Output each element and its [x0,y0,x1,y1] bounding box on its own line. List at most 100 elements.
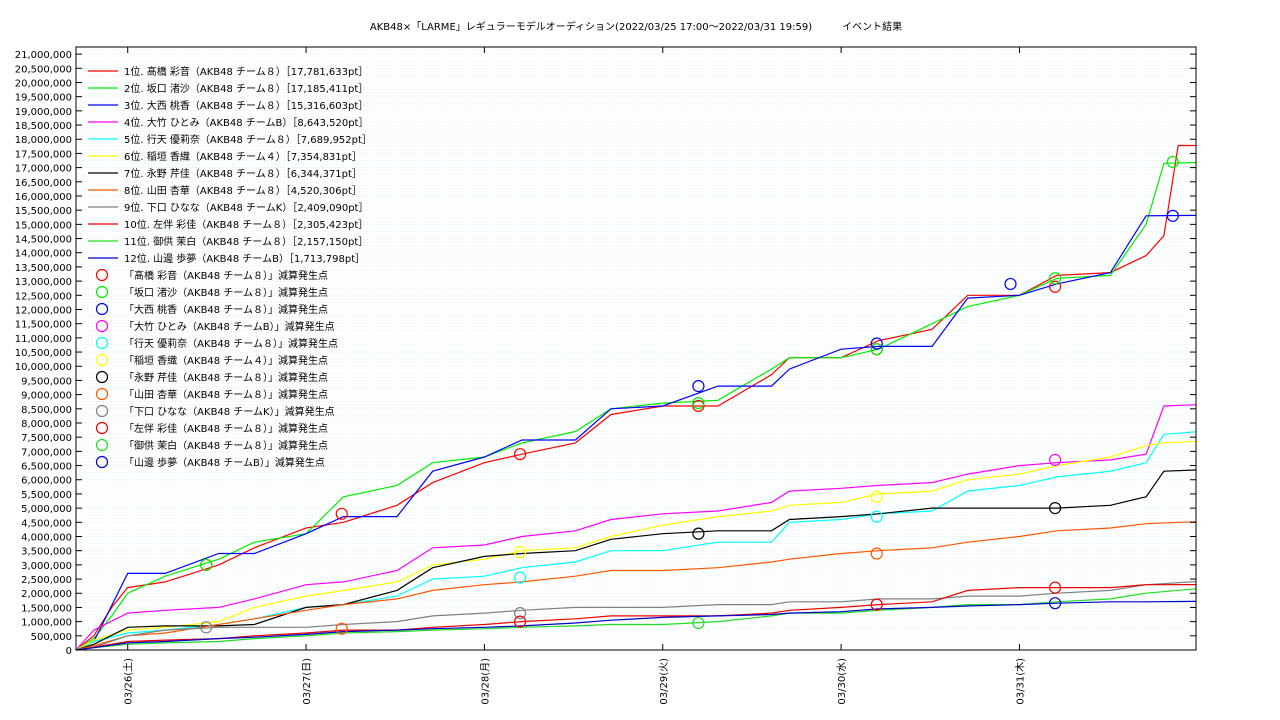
subtraction-marker [692,379,705,393]
legend-label: 3位. 大西 桃香（AKB48 チーム８）［15,316,603pt］ [124,99,368,112]
legend-marker-swatch [95,302,109,316]
y-tick-label: 17,500,000 [15,149,72,160]
y-tick-label: 14,500,000 [15,235,72,246]
subtraction-marker [1049,502,1062,515]
legend-marker-swatch [95,370,109,384]
subtraction-marker [692,616,705,630]
legend-label: 「左伴 彩佳（AKB48 チーム８）」減算発生点 [124,422,328,435]
subtraction-marker [513,615,527,628]
x-axis: 03/26(土) 03/27(日) 03/28(月) 03/29(火) 03/30(水)… [122,47,1026,705]
legend-marker-swatch [95,455,109,469]
series-layer [75,144,1197,651]
y-tick-label: 3,000,000 [21,561,72,572]
subtraction-marker [335,622,348,635]
subtraction-marker [1049,581,1062,594]
y-tick-label: 2,500,000 [21,575,72,586]
series-line [75,404,1197,651]
y-tick-label: 19,500,000 [15,93,72,104]
y-tick-label: 3,500,000 [21,547,72,558]
legend-label: 「大西 桃香（AKB48 チーム８）」減算発生点 [124,303,328,316]
y-tick-label: 5,000,000 [21,504,72,515]
y-tick-label: 9,500,000 [21,376,72,387]
legend-label: 「稲垣 香織（AKB48 チーム４）」減算発生点 [124,354,328,367]
legend-label: 「髙橋 彩音（AKB48 チーム８）」減算発生点 [124,269,328,282]
legend-label: 「行天 優莉奈（AKB48 チーム８）」減算発生点 [124,337,338,350]
x-tick-label: 03/26(土) [122,658,135,705]
legend-label: 4位. 大竹 ひとみ（AKB48 チームB）［8,643,520pt］ [124,116,368,129]
x-tick-label: 03/31(木) [1014,658,1026,705]
series-line [75,144,1196,651]
legend-marker-swatch [95,421,109,435]
legend-label: 10位. 左伴 彩佳（AKB48 チーム８）［2,305,423pt］ [124,218,368,231]
legend-marker-swatch [95,285,109,299]
legend-label: 「下口 ひなな（AKB48 チームK）」減算発生点 [124,405,335,418]
y-tick-label: 4,500,000 [21,518,72,529]
x-tick-label: 03/27(日) [302,658,313,705]
y-tick-label: 2,000,000 [21,589,72,600]
legend-marker-swatch [95,438,109,452]
subtraction-marker [870,598,883,611]
legend-label: 7位. 永野 芹佳（AKB48 チーム８）［6,344,371pt］ [124,167,362,180]
y-tick-label: 11,000,000 [15,334,72,345]
grid [76,47,1196,650]
subtraction-marker [1049,280,1062,293]
legend-label: 2位. 坂口 渚沙（AKB48 チーム８）［17,185,411pt］ [124,82,368,95]
plot-frame [75,46,1197,651]
y-tick-label: 14,000,000 [15,249,72,260]
legend: 1位. 髙橋 彩音（AKB48 チーム８）［17,781,633pt］ 2位. 坂… [88,65,372,469]
subtraction-marker [870,510,883,523]
y-tick-label: 6,000,000 [21,476,72,487]
marker-layer [200,155,1179,635]
y-tick-label: 4,000,000 [21,532,72,543]
series-line [75,581,1197,651]
y-tick-label: 15,000,000 [15,220,72,231]
subtraction-marker [1166,209,1179,222]
y-tick-label: 18,000,000 [15,135,72,146]
y-tick-label: 13,000,000 [15,277,72,288]
legend-label: 1位. 髙橋 彩音（AKB48 チーム８）［17,781,633pt］ [124,65,368,78]
y-tick-label: 8,500,000 [21,405,72,416]
series-line [75,469,1197,651]
subtraction-marker [1004,277,1017,291]
y-tick-label: 11,500,000 [15,320,72,331]
legend-label: 「山邊 歩夢（AKB48 チームB）」減算発生点 [124,456,325,469]
legend-label: 9位. 下口 ひなな（AKB48 チームK）［2,409,090pt］ [124,201,368,214]
y-tick-label: 10,500,000 [15,348,72,359]
legend-marker-swatch [95,404,109,418]
subtraction-marker [870,490,883,503]
subtraction-marker [692,527,705,540]
subtraction-marker [1166,155,1179,169]
legend-label: 6位. 稲垣 香織（AKB48 チーム４）［7,354,831pt］ [124,150,362,163]
legend-marker-swatch [95,353,109,367]
y-tick-label: 12,500,000 [15,291,72,302]
y-tick-label: 1,000,000 [21,618,72,629]
legend-marker-swatch [95,336,109,350]
y-tick-label: 17,000,000 [15,164,72,175]
subtraction-marker [200,621,213,634]
subtraction-marker [692,397,705,410]
y-tick-label: 20,000,000 [15,78,72,89]
series-line [75,214,1197,651]
y-tick-label: 16,500,000 [15,178,72,189]
chart-title: AKB48×「LARME」レギュラーモデルオーディション(2022/03/25 … [370,20,902,33]
x-tick-label: 03/30(水) [836,658,848,705]
subtraction-marker [513,607,527,620]
subtraction-marker [513,448,527,461]
y-tick-label: 18,500,000 [15,121,72,132]
legend-label: 11位. 御供 茉白（AKB48 チーム８）［2,157,150pt］ [124,235,368,248]
y-tick-label: 10,000,000 [15,362,72,373]
subtraction-marker [870,337,883,350]
legend-label: 「御供 茉白（AKB48 チーム８）」減算発生点 [124,439,328,452]
y-tick-label: 8,000,000 [21,419,72,430]
subtraction-marker [1049,597,1062,610]
legend-marker-swatch [95,319,109,333]
subtraction-marker [870,343,883,356]
y-tick-label: 19,000,000 [15,107,72,118]
series-line [75,521,1197,651]
y-tick-label: 12,000,000 [15,305,72,316]
legend-label: 「坂口 渚沙（AKB48 チーム８）」減算発生点 [124,286,328,299]
subtraction-marker [513,571,527,584]
y-tick-label: 7,000,000 [21,447,72,458]
y-tick-label: 0 [66,646,72,657]
